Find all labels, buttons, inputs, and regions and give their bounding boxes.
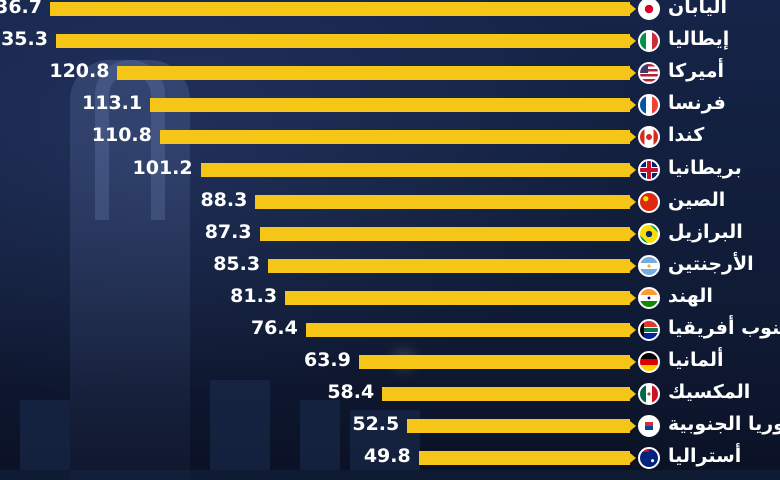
bar <box>150 98 630 113</box>
bar-arrow <box>630 196 636 207</box>
bar-arrow <box>630 389 636 400</box>
category-label: المكسيك <box>668 381 751 404</box>
category-label: الصين <box>668 188 726 211</box>
value-label: 88.3 <box>200 188 248 211</box>
bar <box>50 2 630 16</box>
bar-arrow <box>630 325 636 335</box>
background-building <box>300 400 340 470</box>
category-label: الأرجنتين <box>668 252 754 275</box>
bar-arrow <box>630 357 636 368</box>
value-label: 85.3 <box>213 252 261 275</box>
bar <box>200 162 630 177</box>
value-label: 63.9 <box>303 349 351 372</box>
germany-flag-icon <box>638 351 660 374</box>
bar <box>55 34 630 49</box>
bar-arrow <box>630 100 636 111</box>
background-building <box>210 380 270 470</box>
category-label: ألمانيا <box>668 349 724 372</box>
background-tower <box>70 60 190 480</box>
mexico-flag-icon <box>638 383 660 406</box>
value-label: 81.3 <box>230 284 278 307</box>
south-africa-flag-icon <box>638 319 660 341</box>
bar <box>358 355 630 370</box>
category-label: جنوب أفريقيا <box>668 317 780 339</box>
category-label: البرازيل <box>668 220 743 243</box>
value-label: 136.7 <box>0 0 42 18</box>
brazil-flag-icon <box>638 222 660 245</box>
japan-flag-icon <box>638 0 660 20</box>
category-label: إيطاليا <box>668 28 730 51</box>
bar <box>407 419 630 434</box>
bar-arrow <box>630 132 636 143</box>
value-label: 120.8 <box>49 60 110 83</box>
canada-flag-icon <box>638 126 660 149</box>
category-label: الهند <box>668 284 713 307</box>
bar-arrow <box>630 68 636 79</box>
background-building <box>20 400 70 470</box>
bar-arrow <box>630 228 636 239</box>
bar-arrow <box>630 4 636 14</box>
value-label: 52.5 <box>352 413 400 436</box>
category-label: كوريا الجنوبية <box>668 413 780 436</box>
bar <box>159 130 630 145</box>
china-flag-icon <box>638 190 660 213</box>
bar-arrow <box>630 292 636 303</box>
bar-arrow <box>630 36 636 47</box>
bar-arrow <box>630 421 636 432</box>
uk-flag-icon <box>638 158 660 181</box>
india-flag-icon <box>638 286 660 309</box>
category-label: أستراليا <box>668 445 742 468</box>
bar-arrow <box>630 164 636 175</box>
bar <box>268 258 630 273</box>
argentina-flag-icon <box>638 254 660 277</box>
bar <box>418 451 630 466</box>
france-flag-icon <box>638 94 660 117</box>
italy-flag-icon <box>638 30 660 53</box>
value-label: 135.3 <box>0 28 48 51</box>
south-korea-flag-icon <box>638 415 660 438</box>
bar <box>117 66 630 81</box>
value-label: 113.1 <box>82 92 143 115</box>
bar <box>285 290 630 305</box>
usa-flag-icon <box>638 62 660 85</box>
value-label: 58.4 <box>327 381 375 404</box>
bar-arrow <box>630 260 636 271</box>
australia-flag-icon <box>638 447 660 470</box>
bar <box>259 226 630 241</box>
value-label: 101.2 <box>132 156 193 179</box>
category-label: اليابان <box>668 0 728 18</box>
bar <box>305 323 630 337</box>
category-label: كندا <box>668 124 705 147</box>
value-label: 76.4 <box>250 317 298 339</box>
bar <box>382 387 630 402</box>
value-label: 87.3 <box>204 220 252 243</box>
bar-arrow <box>630 453 636 464</box>
category-label: أميركا <box>668 60 725 83</box>
category-label: بريطانيا <box>668 156 742 179</box>
category-label: فرنسا <box>668 92 726 115</box>
value-label: 110.8 <box>91 124 152 147</box>
bar <box>255 194 630 209</box>
value-label: 49.8 <box>363 445 411 468</box>
